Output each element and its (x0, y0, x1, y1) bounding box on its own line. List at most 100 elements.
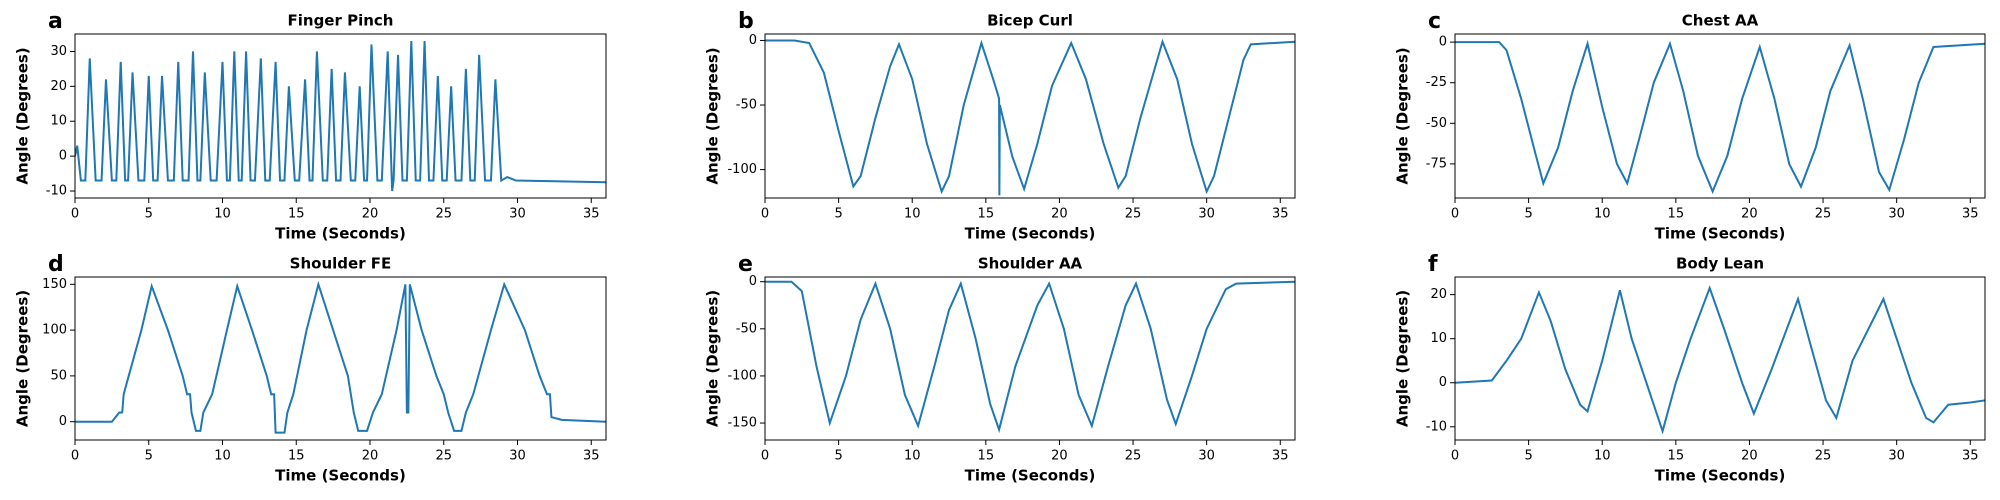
y-axis-label: Angle (Degrees) (1394, 290, 1412, 427)
y-tick-label: 20 (50, 79, 67, 94)
y-tick-label: -10 (46, 184, 67, 199)
y-tick-label: 0 (1439, 375, 1447, 390)
x-tick-label: 35 (583, 449, 600, 464)
y-tick-label: -100 (727, 162, 757, 177)
x-tick-label: 30 (1888, 449, 1905, 464)
plot-area (765, 38, 1295, 196)
panel-label: c (1428, 9, 1441, 34)
x-tick-label: 0 (761, 449, 769, 464)
x-tick-label: 0 (71, 207, 79, 222)
data-line (1455, 285, 1985, 435)
y-tick-label: 20 (1430, 287, 1447, 302)
y-axis-label: Angle (Degrees) (704, 47, 722, 184)
x-tick-label: 5 (834, 449, 842, 464)
y-tick-label: -50 (1426, 116, 1447, 131)
x-tick-label: 30 (509, 207, 526, 222)
axes-frame (1454, 33, 1986, 199)
x-axis-label: Time (Seconds) (1655, 467, 1786, 485)
y-tick-label: 30 (50, 44, 67, 59)
x-axis-label: Time (Seconds) (275, 467, 406, 485)
plot-area (75, 280, 606, 434)
plot-area (1455, 285, 1985, 435)
y-tick-label: -75 (1426, 156, 1447, 171)
chart-title: Shoulder FE (290, 255, 392, 273)
x-tick-label: 15 (288, 207, 305, 222)
x-tick-label: 10 (1594, 207, 1611, 222)
data-line (75, 280, 606, 434)
x-tick-label: 20 (1051, 207, 1068, 222)
y-tick-label: 100 (42, 323, 67, 338)
x-tick-label: 25 (1815, 449, 1832, 464)
y-tick-label: 0 (59, 149, 67, 164)
axes-frame (74, 276, 607, 441)
x-tick-label: 10 (214, 207, 231, 222)
y-tick-label: 10 (50, 114, 67, 129)
panel-label: e (738, 252, 753, 277)
y-tick-label: 0 (1439, 35, 1447, 50)
x-tick-label: 0 (761, 207, 769, 222)
x-tick-label: 0 (1451, 449, 1459, 464)
x-tick-label: 5 (1524, 207, 1532, 222)
x-tick-label: 5 (834, 207, 842, 222)
y-tick-label: 10 (1430, 331, 1447, 346)
x-tick-label: 20 (362, 449, 379, 464)
x-tick-label: 15 (1668, 449, 1685, 464)
y-axis-label: Angle (Degrees) (14, 47, 32, 184)
x-tick-label: 35 (1272, 449, 1289, 464)
x-axis-label: Time (Seconds) (965, 467, 1096, 485)
x-tick-label: 30 (509, 449, 526, 464)
x-tick-label: 0 (71, 449, 79, 464)
x-tick-label: 25 (1125, 449, 1142, 464)
x-tick-label: 20 (1741, 207, 1758, 222)
x-tick-label: 35 (1962, 449, 1979, 464)
x-axis-label: Time (Seconds) (965, 225, 1096, 243)
x-tick-label: 20 (1051, 449, 1068, 464)
data-line (765, 280, 1295, 434)
x-tick-label: 25 (1125, 207, 1142, 222)
x-tick-label: 10 (904, 449, 921, 464)
y-tick-label: 50 (50, 368, 67, 383)
x-tick-label: 15 (978, 207, 995, 222)
panel-label: a (48, 9, 63, 34)
x-axis-label: Time (Seconds) (275, 225, 406, 243)
y-tick-label: -50 (736, 321, 757, 336)
x-tick-label: 25 (435, 207, 452, 222)
panel-label: d (48, 252, 64, 277)
axes-frame (764, 33, 1296, 199)
x-tick-label: 15 (1668, 207, 1685, 222)
y-tick-label: -100 (727, 368, 757, 383)
plot-area (75, 40, 606, 192)
x-tick-label: 15 (288, 449, 305, 464)
x-tick-label: 10 (1594, 449, 1611, 464)
x-tick-label: 35 (583, 207, 600, 222)
y-tick-label: -150 (727, 416, 757, 431)
chart-title: Bicep Curl (987, 12, 1073, 30)
y-tick-label: 0 (749, 33, 757, 48)
x-tick-label: 5 (1524, 449, 1532, 464)
y-tick-label: -50 (736, 98, 757, 113)
chart-title: Chest AA (1682, 12, 1759, 30)
x-tick-label: 35 (1272, 207, 1289, 222)
x-tick-label: 20 (362, 207, 379, 222)
x-tick-label: 10 (904, 207, 921, 222)
plot-area (765, 280, 1295, 434)
axes-frame (74, 33, 607, 199)
data-line (765, 38, 1295, 196)
x-tick-label: 30 (1888, 207, 1905, 222)
y-axis-label: Angle (Degrees) (14, 290, 32, 427)
data-line (1455, 39, 1985, 195)
panel-label: f (1428, 252, 1438, 277)
x-tick-label: 15 (978, 449, 995, 464)
x-tick-label: 5 (145, 449, 153, 464)
y-tick-label: 0 (749, 274, 757, 289)
y-tick-label: -10 (1426, 419, 1447, 434)
data-line (75, 40, 606, 192)
x-tick-label: 20 (1741, 449, 1758, 464)
y-axis-label: Angle (Degrees) (704, 290, 722, 427)
x-tick-label: 5 (145, 207, 153, 222)
y-axis-label: Angle (Degrees) (1394, 47, 1412, 184)
x-tick-label: 30 (1198, 449, 1215, 464)
x-tick-label: 10 (214, 449, 231, 464)
y-tick-label: -25 (1426, 75, 1447, 90)
chart-title: Body Lean (1676, 255, 1764, 273)
